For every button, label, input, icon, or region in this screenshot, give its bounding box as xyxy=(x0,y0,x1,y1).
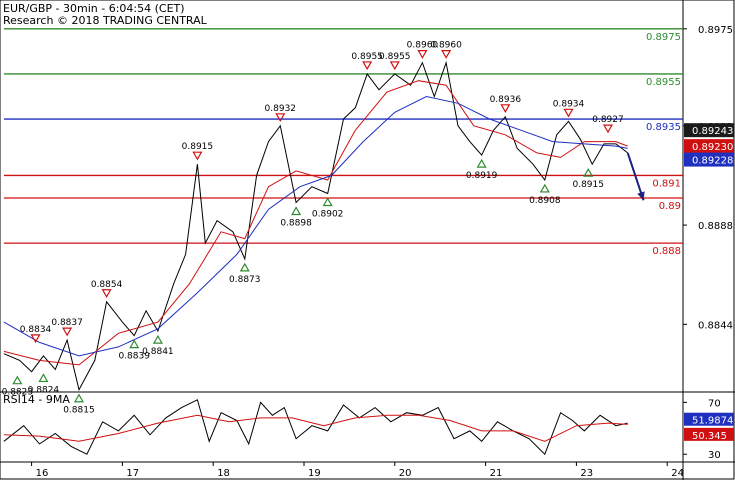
resistance-marker-triangle xyxy=(441,50,452,59)
resistance-marker-triangle xyxy=(563,108,574,118)
date-axis-tick-label: 24 xyxy=(671,468,684,479)
resistance-marker-label: 0.8936 xyxy=(490,95,522,105)
resistance-marker-label: 0.8834 xyxy=(20,325,52,335)
level-label: 0.89 xyxy=(659,201,681,212)
rsi-panel-frame xyxy=(0,391,735,463)
date-axis-tick-label: 21 xyxy=(490,468,503,479)
resistance-marker-label: 0.8927 xyxy=(592,115,624,125)
date-axis-tick-label: 20 xyxy=(399,468,412,479)
rsi-tag-label: 51.9874 xyxy=(692,416,733,427)
support-marker-triangle xyxy=(38,373,49,383)
support-marker-label: 0.8839 xyxy=(118,352,150,362)
price-tag-label: 0.89243 xyxy=(692,126,733,137)
rsi-tag-box xyxy=(684,412,734,426)
chart-title: EUR/GBP - 30min - 6:04:54 (CET) xyxy=(3,2,185,15)
support-marker-triangle xyxy=(539,183,550,193)
resistance-marker-label: 0.8955 xyxy=(379,52,411,62)
level-label: 0.891 xyxy=(652,178,681,189)
price-tag-box xyxy=(684,123,734,138)
support-marker-label: 0.8873 xyxy=(229,275,261,285)
support-marker-label: 0.8908 xyxy=(529,196,561,206)
resistance-marker-triangle xyxy=(602,124,614,134)
date-axis-tick-label: 18 xyxy=(217,468,230,479)
resistance-marker-triangle xyxy=(417,50,428,59)
price-tag-label: 0.89230 xyxy=(692,142,733,153)
resistance-marker-triangle xyxy=(500,104,511,114)
resistance-marker-triangle xyxy=(62,327,73,337)
date-axis-tick-label: 17 xyxy=(126,468,139,479)
price-tag-box xyxy=(684,152,734,167)
support-marker-label: 0.8824 xyxy=(28,385,60,395)
price-axis-tick-label: 0.8888 xyxy=(698,221,733,232)
forecast-arrow-shaft xyxy=(626,152,645,201)
series-line-ma_fast xyxy=(3,80,628,366)
series-line-ma_slow xyxy=(3,95,628,357)
support-marker-triangle xyxy=(291,206,302,216)
support-marker-triangle xyxy=(476,158,487,168)
price-tag-box xyxy=(684,139,734,154)
support-marker-triangle xyxy=(129,339,140,349)
rsi-series xyxy=(3,399,628,456)
date-axis-tick-label: 19 xyxy=(308,468,321,479)
price-axis: 0.89750.89320.88880.88440.892430.892300.… xyxy=(683,25,734,331)
resistance-marker-triangle xyxy=(362,61,373,71)
resistance-marker-label: 0.8854 xyxy=(91,280,123,290)
extreme-markers: 0.88340.88370.88540.89150.89320.89550.89… xyxy=(2,41,624,416)
level-label: 0.888 xyxy=(652,246,681,257)
rsi-line-rsi xyxy=(3,399,628,456)
level-label: 0.8975 xyxy=(646,32,681,43)
support-marker-label: 0.8898 xyxy=(280,219,312,229)
resistance-marker-label: 0.8955 xyxy=(351,52,383,62)
support-marker-label: 0.8919 xyxy=(466,171,498,181)
level-label: 0.8935 xyxy=(646,122,681,133)
resistance-marker-label: 0.8960 xyxy=(407,41,439,51)
support-marker-triangle xyxy=(322,197,333,207)
support-marker-label: 0.8823 xyxy=(2,388,34,398)
date-axis: 16 17 18 19 20 21 23 24 xyxy=(31,462,684,479)
rsi-axis-tick-label: 30 xyxy=(708,450,721,461)
chart-subtitle: Research © 2018 TRADING CENTRAL xyxy=(3,14,208,27)
support-marker-label: 0.8841 xyxy=(142,347,174,357)
rsi-axis-tick-label: 70 xyxy=(708,398,721,409)
rsi-tag-box xyxy=(684,427,734,441)
resistance-marker-label: 0.8934 xyxy=(553,99,585,109)
rsi-line-ma_fast xyxy=(3,414,628,442)
date-axis-tick-label: 16 xyxy=(36,468,49,479)
support-marker-triangle xyxy=(239,262,250,272)
rsi-panel-title: RSI14 - 9MA xyxy=(3,393,70,406)
support-marker-label: 0.8902 xyxy=(312,209,344,219)
date-axis-tick-label: 23 xyxy=(580,468,593,479)
resistance-marker-label: 0.8932 xyxy=(265,104,297,114)
forecast-arrow-head xyxy=(637,191,645,201)
price-axis-tick-label: 0.8844 xyxy=(698,320,733,331)
support-marker-triangle xyxy=(12,375,23,385)
price-tag-label: 0.89228 xyxy=(692,156,733,167)
resistance-marker-triangle xyxy=(30,334,41,344)
rsi-axis: 70 30 51.9874 50.345 xyxy=(683,398,734,461)
support-marker-triangle xyxy=(152,334,163,344)
support-marker-label: 0.8915 xyxy=(572,180,604,190)
resistance-marker-triangle xyxy=(389,61,400,71)
resistance-marker-label: 0.8915 xyxy=(182,142,214,152)
resistance-marker-triangle xyxy=(192,151,203,161)
support-marker-label: 0.8815 xyxy=(63,406,95,416)
price-axis-tick-label: 0.8975 xyxy=(698,25,733,36)
level-label: 0.8955 xyxy=(646,77,681,88)
price-series xyxy=(3,60,645,392)
support-marker-triangle xyxy=(583,167,594,177)
rsi-tag-label: 50.345 xyxy=(692,431,727,442)
support-marker-triangle xyxy=(73,393,84,403)
resistance-marker-label: 0.8837 xyxy=(51,318,83,328)
resistance-marker-triangle xyxy=(101,289,112,298)
resistance-marker-label: 0.8960 xyxy=(430,41,462,51)
level-lines: 0.8975 0.8955 0.8935 0.891 0.89 0.888 xyxy=(3,28,683,257)
series-line-price xyxy=(3,60,629,392)
resistance-marker-triangle xyxy=(275,113,286,123)
